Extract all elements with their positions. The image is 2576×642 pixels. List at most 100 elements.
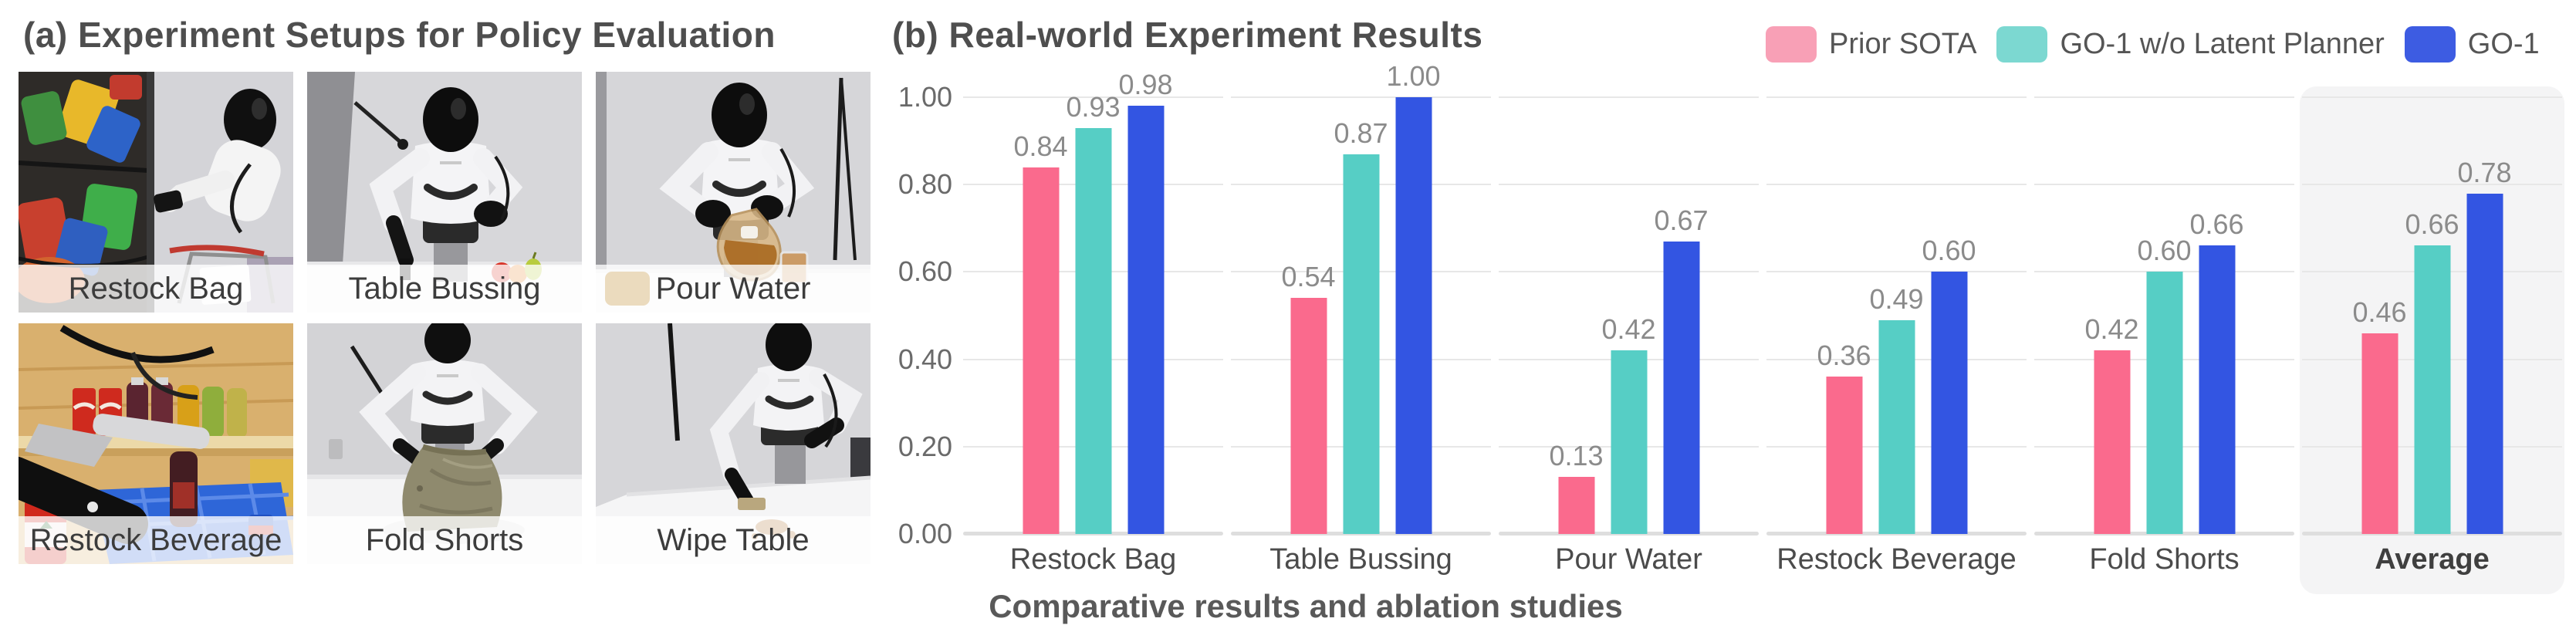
gridline <box>2034 184 2294 186</box>
x-axis-category-label: Restock Beverage <box>1776 543 2017 576</box>
photo-table-bussing: Table Bussing <box>307 72 582 313</box>
bar-value-label: 0.93 <box>1066 90 1121 123</box>
bar-group: 0.54 0.87 1.00 <box>1281 60 1441 534</box>
photo-wipe-table: Wipe Table <box>596 323 870 564</box>
chart-panel-1: 0.54 0.87 1.00 Table Bussing <box>1231 60 1491 576</box>
legend-item: Prior SOTA <box>1766 26 1976 63</box>
gridline <box>1766 96 2027 98</box>
gridline <box>963 96 1223 98</box>
panel-a-title: (a) Experiment Setups for Policy Evaluat… <box>23 15 776 55</box>
bar-value-label: 0.87 <box>1334 117 1388 149</box>
bar-prior-sota: 0.84 <box>1013 130 1068 534</box>
bar-value-label: 0.66 <box>2189 208 2244 241</box>
gridline <box>1499 96 1759 98</box>
bar-prior-sota: 0.46 <box>2352 296 2407 534</box>
chart-panel-5: 0.46 0.66 0.78 Average <box>2300 86 2564 594</box>
gridline <box>1499 184 1759 186</box>
chart-legend: Prior SOTA GO-1 w/o Latent Planner GO-1 <box>1766 26 2540 63</box>
bar-prior-sota: 0.54 <box>1281 261 1336 534</box>
y-tick-label: 0.40 <box>898 343 952 375</box>
legend-item: GO-1 w/o Latent Planner <box>1996 26 2385 63</box>
figure-caption: Comparative results and ablation studies <box>989 588 1623 624</box>
photo-fold-shorts: Fold Shorts <box>307 323 582 564</box>
bar-value-label: 0.42 <box>1601 313 1656 346</box>
bar-value-label: 0.13 <box>1549 440 1604 472</box>
x-axis-category-label: Fold Shorts <box>2089 543 2240 576</box>
y-axis-tick-labels: 0.00 0.20 0.40 0.60 0.80 1.00 <box>849 0 952 642</box>
photo-label-band: Table Bussing <box>307 265 582 313</box>
bar-value-label: 0.54 <box>1281 261 1336 293</box>
legend-swatch <box>1996 26 2048 63</box>
bar-go-1-w-o-latent-planner: 0.87 <box>1334 117 1388 534</box>
bar-value-label: 1.00 <box>1386 60 1441 92</box>
bar-value-label: 0.84 <box>1013 130 1068 162</box>
legend-label: GO-1 <box>2467 28 2540 60</box>
y-tick-label: 0.60 <box>898 255 952 288</box>
bar-group: 0.36 0.49 0.60 <box>1817 235 1976 534</box>
bar-go-1-w-o-latent-planner: 0.49 <box>1869 283 1924 534</box>
gridline <box>2302 184 2562 186</box>
photo-label-band: Restock Beverage <box>19 516 293 564</box>
chart-panel-2: 0.13 0.42 0.67 Pour Water <box>1499 96 1759 576</box>
photo-label: Wipe Table <box>657 522 810 557</box>
chart-panel-0: 0.84 0.93 0.98 Restock Bag <box>963 69 1223 576</box>
bar-go-1: 0.60 <box>1922 235 1976 534</box>
gridline <box>1766 271 2027 273</box>
bar-go-1-w-o-latent-planner: 0.42 <box>1601 313 1656 534</box>
y-tick-label: 0.80 <box>898 168 952 201</box>
watermark-logo-chip <box>605 272 650 306</box>
legend-label: Prior SOTA <box>1829 28 1977 60</box>
gridline <box>1231 96 1491 98</box>
bar-group: 0.46 0.66 0.78 <box>2352 157 2512 534</box>
bar-value-label: 0.66 <box>2405 208 2459 241</box>
photo-restock-bag: Restock Bag <box>19 72 293 313</box>
chart-panel-4: 0.42 0.60 0.66 Fold Shorts <box>2034 96 2294 576</box>
photo-restock-beverage: Restock Beverage <box>19 323 293 564</box>
photo-label: Pour Water <box>655 271 811 306</box>
y-tick-label: 1.00 <box>898 81 952 113</box>
bar-go-1: 1.00 <box>1386 60 1441 534</box>
bar-value-label: 0.49 <box>1869 282 1924 315</box>
experiment-photo-grid: Restock Bag <box>19 72 870 564</box>
bar-group: 0.13 0.42 0.67 <box>1549 204 1709 534</box>
x-axis-category-label: Average <box>2375 543 2490 576</box>
bar-value-label: 0.60 <box>2137 235 2192 267</box>
photo-label-band: Pour Water <box>596 265 870 313</box>
y-tick-label: 0.00 <box>898 518 952 549</box>
bar-go-1-w-o-latent-planner: 0.60 <box>2137 235 2192 534</box>
bar-go-1-w-o-latent-planner: 0.93 <box>1066 91 1121 534</box>
gridline <box>2034 96 2294 98</box>
photo-label-band: Restock Bag <box>19 265 293 313</box>
gridline <box>1499 271 1759 273</box>
bar-prior-sota: 0.13 <box>1549 440 1604 534</box>
bar-prior-sota: 0.42 <box>2084 313 2139 534</box>
legend-swatch <box>1766 26 1817 63</box>
photo-label: Fold Shorts <box>365 522 524 557</box>
x-axis-category-label: Pour Water <box>1555 543 1702 576</box>
bar-value-label: 0.42 <box>2084 313 2139 346</box>
bar-prior-sota: 0.36 <box>1817 340 1871 534</box>
photo-label: Restock Bag <box>68 271 244 306</box>
bar-go-1-w-o-latent-planner: 0.66 <box>2405 208 2459 534</box>
bar-value-label: 0.60 <box>1922 235 1976 267</box>
legend-label: GO-1 w/o Latent Planner <box>2060 28 2385 60</box>
bar-go-1: 0.66 <box>2189 208 2244 534</box>
bar-value-label: 0.36 <box>1817 340 1871 372</box>
bar-value-label: 0.46 <box>2352 296 2407 328</box>
bar-value-label: 0.78 <box>2457 156 2512 188</box>
x-axis-category-label: Restock Bag <box>1009 543 1177 576</box>
photo-pour-water: Pour Water <box>596 72 870 313</box>
photo-label: Table Bussing <box>348 271 541 306</box>
legend-item: GO-1 <box>2404 26 2540 63</box>
bar-go-1: 0.78 <box>2457 157 2512 534</box>
gridline <box>2302 96 2562 98</box>
bar-group: 0.84 0.93 0.98 <box>1013 69 1173 534</box>
photo-label-band: Wipe Table <box>596 516 870 564</box>
y-tick-label: 0.20 <box>898 430 952 462</box>
x-axis-category-label: Table Bussing <box>1269 543 1452 576</box>
photo-label: Restock Beverage <box>29 522 282 557</box>
legend-swatch <box>2404 26 2456 63</box>
bar-go-1: 0.67 <box>1654 204 1709 534</box>
bar-value-label: 0.98 <box>1118 69 1173 101</box>
bar-value-label: 0.67 <box>1654 204 1709 236</box>
